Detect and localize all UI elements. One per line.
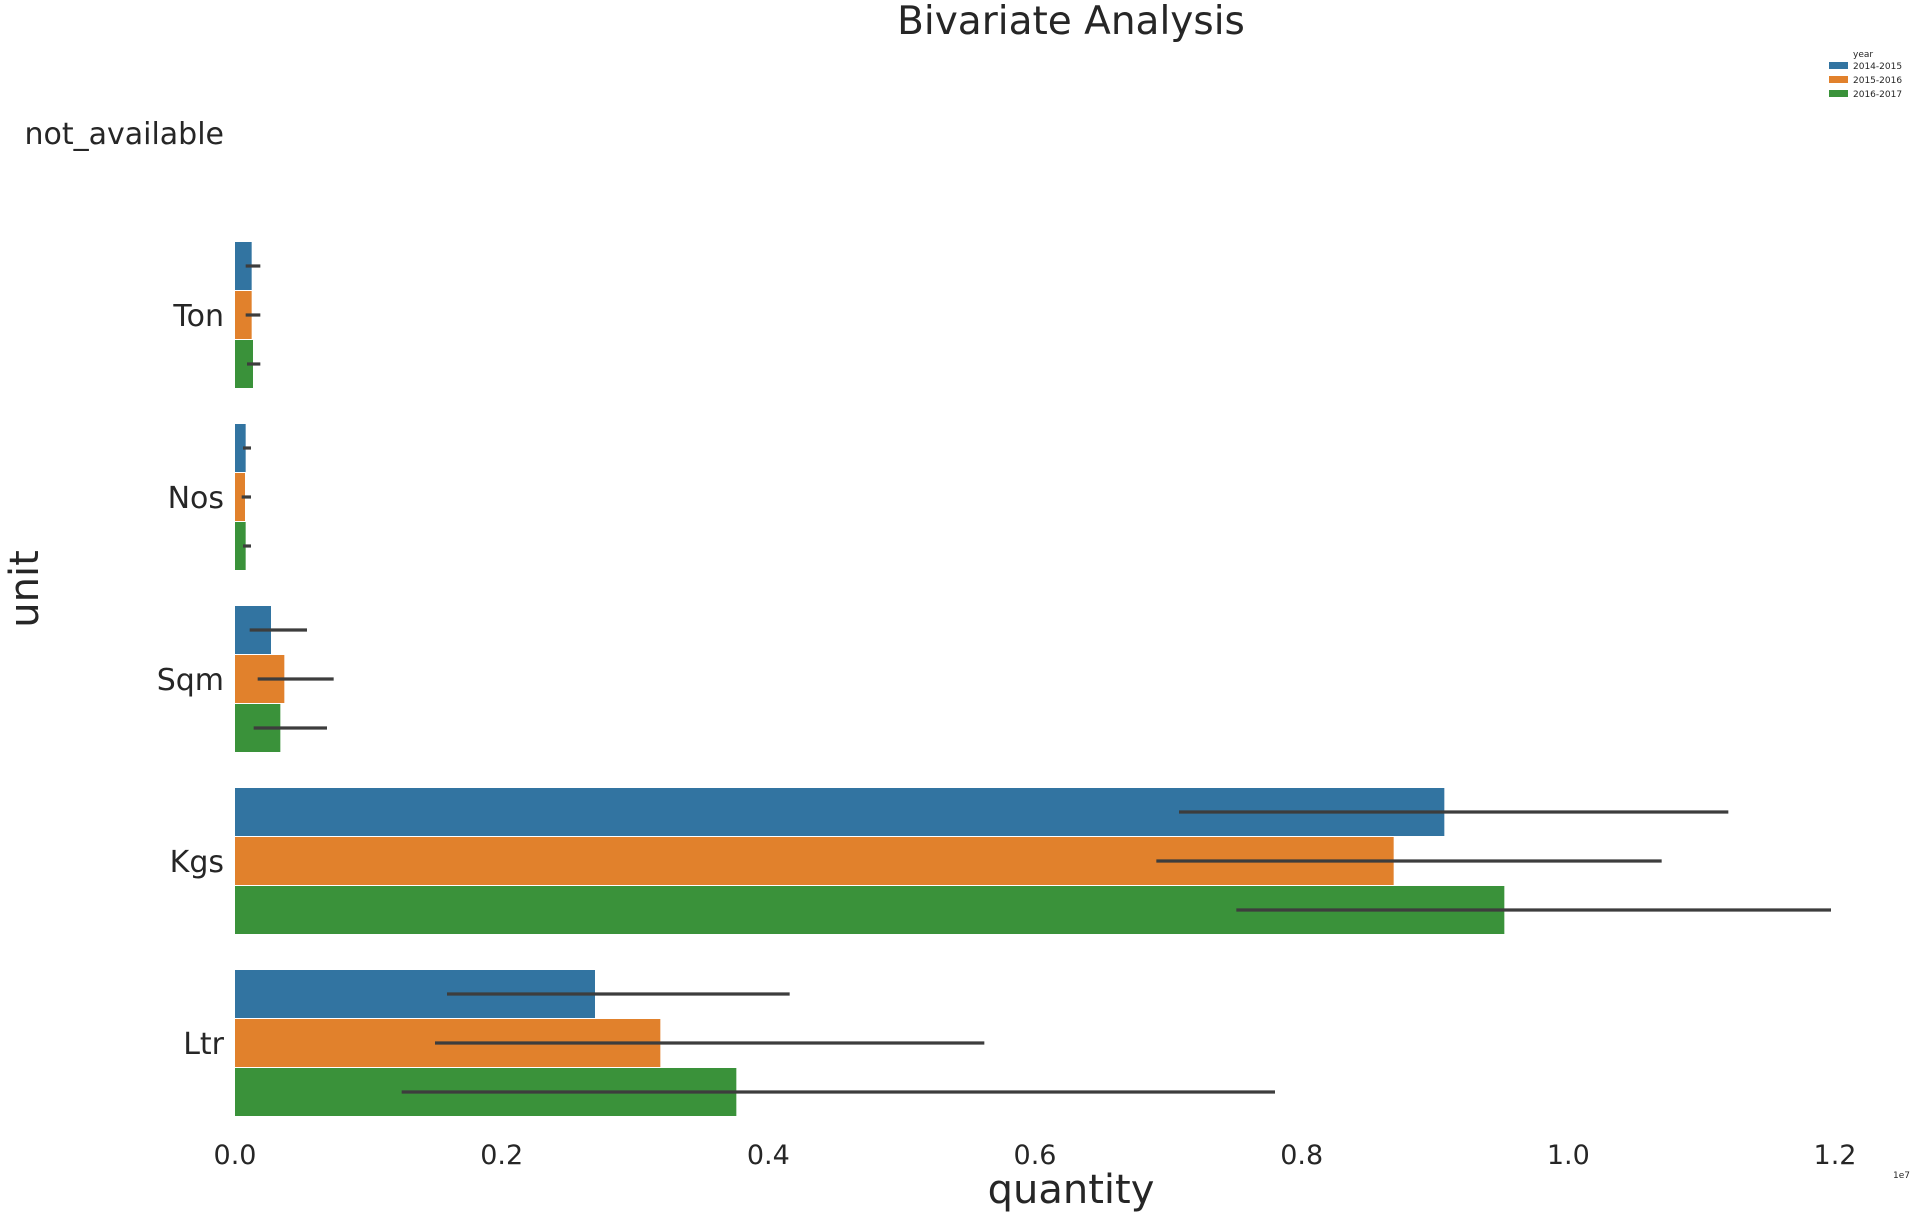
- x-tick-label-0-2: 0.2: [480, 1140, 523, 1171]
- category-label-ltr: Ltr: [183, 1027, 224, 1062]
- legend-label-2016-2017: 2016-2017: [1853, 90, 1902, 100]
- y-axis-title: unit: [2, 550, 48, 628]
- legend-swatch-2016-2017: [1829, 90, 1848, 97]
- legend-swatch-2014-2015: [1829, 62, 1848, 69]
- error-bars-layer: [241, 264, 1831, 1094]
- category-label-nos: Nos: [168, 481, 224, 516]
- x-tick-labels: 0.0 0.2 0.4 0.6 0.8 1.0 1.2: [214, 1140, 1857, 1171]
- bar-ton-2015-2016: [235, 291, 252, 339]
- category-labels: not_available Ton Nos Sqm Kgs Ltr: [24, 117, 224, 1062]
- x-tick-label-1-0: 1.0: [1547, 1140, 1590, 1171]
- x-tick-label-1-2: 1.2: [1814, 1140, 1857, 1171]
- category-label-ton: Ton: [172, 299, 224, 334]
- category-label-kgs: Kgs: [170, 845, 224, 880]
- bar-nos-2014-2015: [235, 424, 246, 472]
- category-label-not-available: not_available: [24, 117, 224, 152]
- bar-ton-2016-2017: [235, 340, 253, 388]
- bar-nos-2015-2016: [235, 473, 245, 521]
- x-tick-label-0-8: 0.8: [1280, 1140, 1323, 1171]
- legend-label-2014-2015: 2014-2015: [1853, 62, 1902, 72]
- chart-title: Bivariate Analysis: [897, 0, 1245, 44]
- x-tick-label-0-4: 0.4: [747, 1140, 790, 1171]
- category-label-sqm: Sqm: [157, 663, 224, 698]
- x-tick-label-0-0: 0.0: [214, 1140, 257, 1171]
- legend-title: year: [1853, 50, 1873, 60]
- bars-layer: [235, 242, 1505, 1116]
- bar-nos-2016-2017: [235, 522, 246, 570]
- x-axis-offset-label: 1e7: [1893, 1171, 1910, 1181]
- legend-label-2015-2016: 2015-2016: [1853, 76, 1902, 86]
- bar-ton-2014-2015: [235, 242, 252, 290]
- x-tick-label-0-6: 0.6: [1014, 1140, 1057, 1171]
- legend-swatch-2015-2016: [1829, 76, 1848, 83]
- legend: year 2014-2015 2015-2016 2016-2017: [1829, 50, 1902, 100]
- x-axis-title: quantity: [988, 1167, 1155, 1213]
